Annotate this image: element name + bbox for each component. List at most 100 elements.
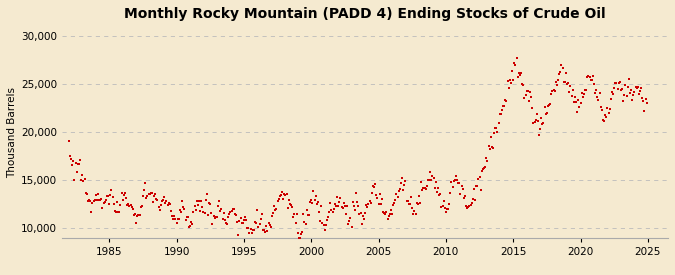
Point xyxy=(628,93,639,97)
Point xyxy=(321,222,331,227)
Point xyxy=(611,81,622,85)
Point xyxy=(385,208,396,212)
Point xyxy=(292,231,303,235)
Point xyxy=(155,203,166,208)
Point xyxy=(633,92,644,96)
Point xyxy=(624,91,635,95)
Point xyxy=(180,218,191,222)
Point xyxy=(354,212,365,216)
Point xyxy=(78,179,89,183)
Point xyxy=(522,89,533,94)
Point xyxy=(563,81,574,85)
Point xyxy=(317,221,328,226)
Point xyxy=(178,205,189,209)
Point xyxy=(421,186,431,191)
Point xyxy=(281,192,292,197)
Point xyxy=(622,85,633,90)
Point xyxy=(186,219,196,224)
Point xyxy=(248,228,259,232)
Point xyxy=(94,198,105,202)
Point xyxy=(516,71,526,75)
Point xyxy=(465,202,476,207)
Point xyxy=(307,200,318,205)
Point xyxy=(547,89,558,94)
Point xyxy=(250,219,261,224)
Point xyxy=(414,194,425,198)
Point xyxy=(324,210,335,214)
Point xyxy=(99,200,110,204)
Point xyxy=(208,213,219,218)
Point xyxy=(150,191,161,196)
Point xyxy=(583,74,594,78)
Point xyxy=(251,220,262,225)
Point xyxy=(117,198,128,202)
Point xyxy=(463,205,474,210)
Point xyxy=(70,161,81,166)
Point xyxy=(326,208,337,212)
Point xyxy=(170,217,181,222)
Point xyxy=(401,199,412,203)
Point xyxy=(367,190,377,195)
Point xyxy=(190,208,201,213)
Point xyxy=(608,92,618,96)
Point xyxy=(65,156,76,161)
Point xyxy=(217,217,228,222)
Point xyxy=(141,195,152,200)
Point xyxy=(483,144,494,148)
Y-axis label: Thousand Barrels: Thousand Barrels xyxy=(7,87,17,178)
Point xyxy=(194,209,205,213)
Point xyxy=(582,75,593,79)
Point xyxy=(539,105,550,109)
Point xyxy=(258,227,269,232)
Point xyxy=(271,207,282,211)
Point xyxy=(497,108,508,112)
Point xyxy=(244,231,255,235)
Point xyxy=(391,192,402,196)
Point xyxy=(527,106,538,111)
Point xyxy=(511,55,522,60)
Point xyxy=(627,98,638,103)
Point xyxy=(122,203,132,207)
Point xyxy=(444,202,455,206)
Point xyxy=(191,199,202,203)
Point xyxy=(373,201,384,206)
Point xyxy=(504,78,515,82)
Point xyxy=(578,91,589,96)
Point xyxy=(328,207,339,211)
Point xyxy=(529,120,540,125)
Point xyxy=(537,122,548,127)
Point xyxy=(404,202,415,206)
Point xyxy=(375,202,386,206)
Point xyxy=(327,210,338,214)
Point xyxy=(587,78,597,82)
Point xyxy=(114,210,125,214)
Point xyxy=(358,214,369,218)
Point xyxy=(104,202,115,206)
Point xyxy=(595,105,606,109)
Point xyxy=(487,146,498,150)
Point xyxy=(160,200,171,205)
Point xyxy=(464,204,475,208)
Point xyxy=(487,145,497,150)
Point xyxy=(433,186,443,190)
Point xyxy=(182,215,192,219)
Point xyxy=(192,203,203,207)
Point xyxy=(484,147,495,151)
Point xyxy=(204,201,215,205)
Point xyxy=(290,221,301,226)
Point xyxy=(225,210,236,214)
Point xyxy=(361,203,372,208)
Point xyxy=(286,203,296,207)
Point xyxy=(501,98,512,103)
Point xyxy=(510,63,521,67)
Point xyxy=(400,179,411,183)
Point xyxy=(479,166,489,170)
Point xyxy=(116,191,127,196)
Point xyxy=(172,216,183,221)
Point xyxy=(331,204,342,208)
Point xyxy=(560,80,570,84)
Point xyxy=(398,188,408,192)
Point xyxy=(175,207,186,212)
Point xyxy=(485,135,496,139)
Point xyxy=(314,209,325,214)
